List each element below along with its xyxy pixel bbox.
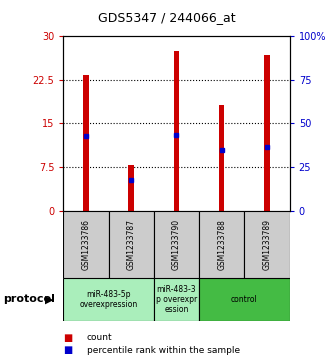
- Bar: [174, 51, 179, 211]
- Text: miR-483-5p
overexpression: miR-483-5p overexpression: [80, 290, 138, 309]
- Text: GSM1233787: GSM1233787: [127, 219, 136, 270]
- Text: GSM1233790: GSM1233790: [172, 219, 181, 270]
- Bar: [154, 278, 199, 321]
- Text: protocol: protocol: [3, 294, 55, 305]
- Text: count: count: [87, 333, 112, 342]
- Bar: [244, 211, 290, 278]
- Bar: [83, 75, 89, 211]
- Bar: [154, 211, 199, 278]
- Text: GSM1233789: GSM1233789: [262, 219, 272, 270]
- Text: GDS5347 / 244066_at: GDS5347 / 244066_at: [98, 11, 235, 24]
- Bar: [63, 278, 154, 321]
- Text: ■: ■: [63, 333, 73, 343]
- Text: miR-483-3
p overexpr
ession: miR-483-3 p overexpr ession: [156, 285, 197, 314]
- Text: control: control: [231, 295, 258, 304]
- Bar: [63, 211, 109, 278]
- Bar: [264, 56, 270, 211]
- Text: percentile rank within the sample: percentile rank within the sample: [87, 346, 240, 355]
- Text: GSM1233788: GSM1233788: [217, 219, 226, 270]
- Bar: [219, 105, 224, 211]
- Text: ▶: ▶: [45, 294, 54, 305]
- Bar: [129, 165, 134, 211]
- Bar: [199, 278, 290, 321]
- Bar: [199, 211, 244, 278]
- Text: GSM1233786: GSM1233786: [81, 219, 91, 270]
- Bar: [109, 211, 154, 278]
- Text: ■: ■: [63, 345, 73, 355]
